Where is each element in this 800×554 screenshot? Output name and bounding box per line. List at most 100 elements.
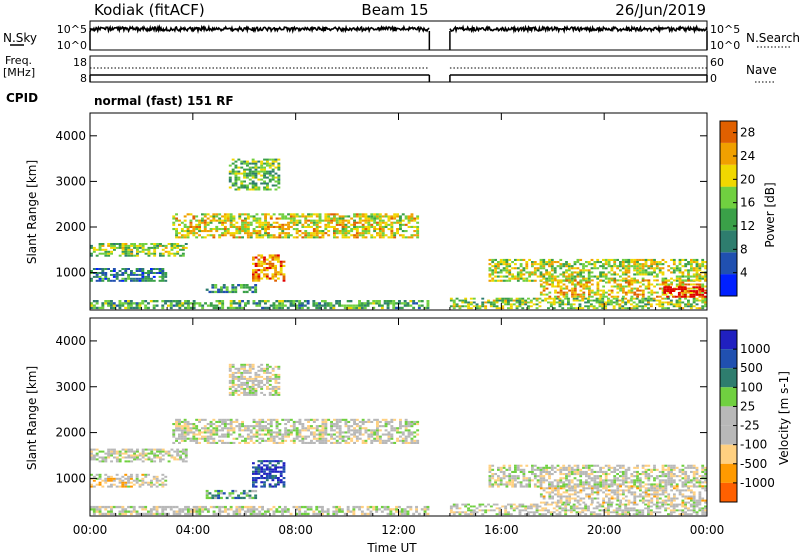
power-echo-cell: [505, 263, 509, 266]
power-echo-cell: [321, 236, 325, 239]
velocity-echo-cell: [587, 507, 590, 510]
power-echo-cell: [277, 186, 281, 189]
power-echo-cell: [627, 261, 631, 264]
power-echo-cell: [358, 234, 362, 237]
velocity-echo-cell: [274, 385, 278, 388]
velocity-echo-cell: [350, 429, 354, 432]
velocity-echo-cell: [567, 509, 570, 512]
power-echo-cell: [619, 279, 622, 282]
velocity-echo-cell: [221, 441, 224, 444]
power-echo-cell: [263, 170, 266, 173]
power-echo-cell: [121, 277, 125, 280]
power-echo-cell: [683, 293, 687, 296]
power-echo-cell: [234, 184, 238, 187]
velocity-echo-cell: [684, 513, 687, 516]
power-echo-cell: [138, 244, 142, 247]
power-echo-cell: [380, 304, 384, 307]
power-echo-cell: [587, 275, 591, 278]
power-echo-cell: [252, 277, 255, 280]
velocity-echo-cell: [272, 418, 276, 421]
velocity-echo-cell: [370, 433, 374, 436]
power-echo-cell: [252, 279, 255, 282]
velocity-echo-cell: [533, 483, 537, 486]
velocity-echo-cell: [130, 473, 133, 476]
power-echo-cell: [115, 273, 119, 276]
power-echo-cell: [576, 281, 580, 284]
velocity-echo-cell: [254, 481, 258, 484]
power-echo-cell: [298, 302, 302, 305]
power-echo-cell: [687, 261, 690, 264]
velocity-echo-cell: [266, 379, 269, 382]
velocity-echo-cell: [399, 427, 402, 430]
power-echo-cell: [246, 221, 250, 224]
velocity-echo-cell: [255, 425, 259, 428]
velocity-echo-cell: [121, 475, 125, 478]
velocity-echo-cell: [107, 454, 111, 457]
power-echo-cell: [492, 299, 496, 302]
power-echo-cell: [265, 258, 269, 261]
power-echo-cell: [636, 289, 639, 292]
power-echo-cell: [678, 267, 682, 270]
power-echo-cell: [692, 291, 696, 294]
velocity-echo-cell: [232, 429, 236, 432]
velocity-echo-cell: [370, 429, 374, 432]
velocity-echo-cell: [522, 485, 526, 488]
power-echo-cell: [272, 213, 276, 216]
power-echo-cell: [141, 250, 145, 253]
velocity-echo-cell: [461, 503, 465, 506]
velocity-echo-cell: [376, 423, 379, 426]
power-echo-cell: [155, 268, 159, 270]
power-echo-cell: [565, 269, 568, 272]
power-echo-cell: [327, 225, 331, 228]
power-echo-cell: [329, 306, 333, 310]
power-echo-cell: [295, 213, 299, 216]
power-echo-cell: [229, 217, 233, 220]
power-echo-cell: [90, 302, 93, 305]
velocity-echo-cell: [344, 435, 348, 438]
velocity-echo-cell: [367, 433, 371, 436]
velocity-echo-cell: [237, 385, 241, 388]
power-echo-cell: [519, 258, 523, 261]
velocity-echo-cell: [604, 511, 608, 514]
power-echo-cell: [550, 269, 554, 272]
velocity-echo-cell: [254, 466, 258, 469]
power-echo-cell: [138, 279, 142, 282]
velocity-echo-cell: [186, 429, 190, 432]
velocity-echo-cell: [624, 509, 628, 512]
power-echo-cell: [364, 217, 368, 220]
power-echo-cell: [237, 166, 241, 169]
power-echo-cell: [340, 304, 344, 307]
power-echo-cell: [701, 258, 705, 261]
velocity-echo-cell: [585, 464, 588, 467]
velocity-echo-cell: [187, 508, 190, 511]
power-echo-cell: [258, 302, 262, 305]
power-echo-cell: [649, 305, 653, 308]
velocity-echo-cell: [246, 383, 249, 386]
velocity-echo-cell: [248, 389, 252, 392]
velocity-echo-cell: [542, 479, 546, 482]
velocity-echo-cell: [187, 505, 190, 509]
velocity-echo-cell: [292, 423, 296, 426]
power-echo-cell: [695, 261, 699, 264]
velocity-echo-cell: [487, 503, 490, 506]
power-echo-cell: [672, 288, 675, 291]
power-echo-cell: [234, 164, 238, 167]
velocity-echo-cell: [570, 466, 574, 469]
power-echo-cell: [183, 219, 187, 222]
velocity-echo-cell: [252, 485, 255, 488]
velocity-echo-cell: [582, 466, 585, 469]
power-echo-cell: [215, 228, 219, 231]
power-echo-cell: [464, 299, 468, 302]
power-echo-cell: [644, 297, 648, 300]
power-echo-cell: [508, 273, 512, 276]
power-echo-cell: [333, 219, 336, 222]
power-echo-cell: [536, 269, 540, 272]
power-echo-cell: [130, 279, 133, 282]
velocity-echo-cell: [244, 505, 247, 509]
power-echo-cell: [260, 254, 264, 257]
power-echo-cell: [607, 277, 611, 280]
power-echo-cell: [633, 273, 636, 276]
power-echo-cell: [602, 271, 605, 274]
power-echo-cell: [602, 267, 605, 270]
velocity-echo-cell: [254, 387, 258, 390]
